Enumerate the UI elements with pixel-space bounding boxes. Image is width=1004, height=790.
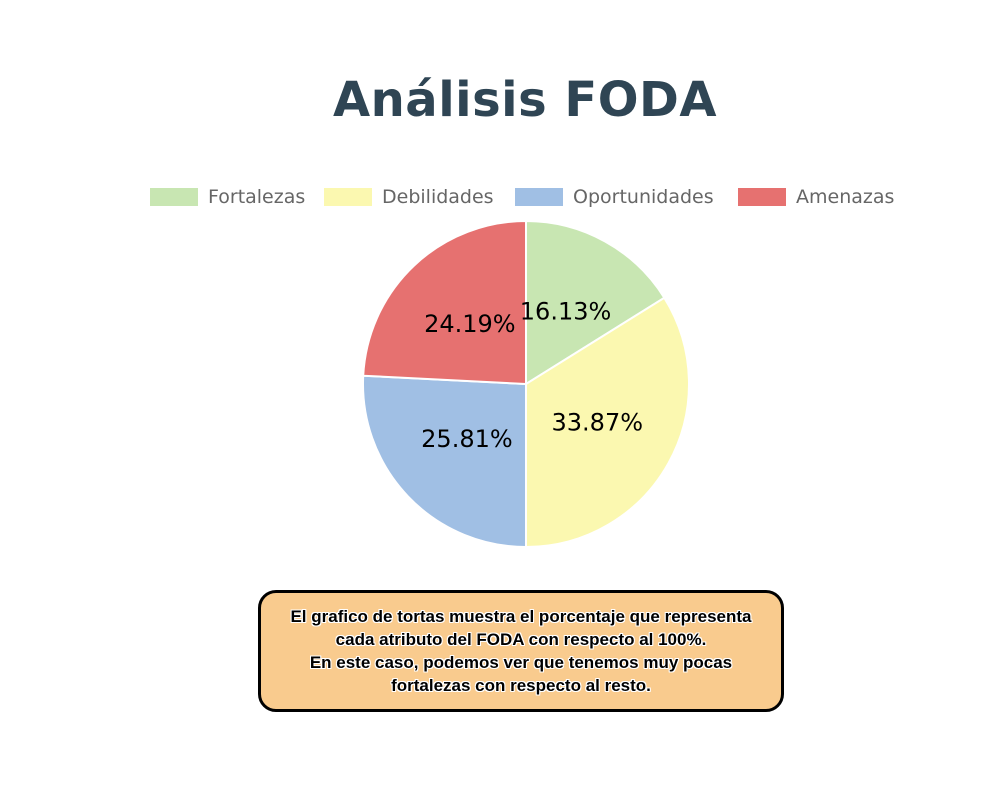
pie-slice-fortalezas[interactable] <box>525 219 666 386</box>
note-line-2: cada atributo del FODA con respecto al 1… <box>335 630 707 649</box>
legend-label-oportunidades: Oportunidades <box>573 186 714 208</box>
legend-label-debilidades: Debilidades <box>382 186 494 208</box>
legend-swatch-oportunidades <box>515 188 563 206</box>
legend-item-oportunidades[interactable]: Oportunidades <box>515 183 714 211</box>
explanation-note: El grafico de tortas muestra el porcenta… <box>258 590 784 712</box>
legend-item-debilidades[interactable]: Debilidades <box>324 183 494 211</box>
chart-legend: Fortalezas Debilidades Oportunidades Ame… <box>150 183 910 211</box>
legend-swatch-amenazas <box>738 188 786 206</box>
pie-chart: 16.13% 33.87% 25.81% 24.19% <box>362 219 690 549</box>
legend-item-fortalezas[interactable]: Fortalezas <box>150 183 305 211</box>
slice-label-fortalezas: 16.13% <box>520 298 612 326</box>
pie-slice-oportunidades[interactable] <box>362 374 527 549</box>
explanation-text: El grafico de tortas muestra el porcenta… <box>290 605 751 697</box>
slice-label-oportunidades: 25.81% <box>421 425 513 453</box>
note-line-4: fortalezas con respecto al resto. <box>391 676 651 695</box>
note-line-1: El grafico de tortas muestra el porcenta… <box>290 607 752 626</box>
pie-slice-amenazas[interactable] <box>362 219 527 386</box>
pie-slice-debilidades[interactable] <box>525 296 690 549</box>
legend-label-amenazas: Amenazas <box>796 186 895 208</box>
slice-label-debilidades: 33.87% <box>552 409 644 437</box>
legend-swatch-debilidades <box>324 188 372 206</box>
legend-label-fortalezas: Fortalezas <box>208 186 306 208</box>
slice-label-amenazas: 24.19% <box>424 310 516 338</box>
note-line-3: En este caso, podemos ver que tenemos mu… <box>309 653 733 672</box>
legend-item-amenazas[interactable]: Amenazas <box>738 183 894 211</box>
chart-title: Análisis FODA <box>332 72 717 128</box>
legend-swatch-fortalezas <box>150 188 198 206</box>
